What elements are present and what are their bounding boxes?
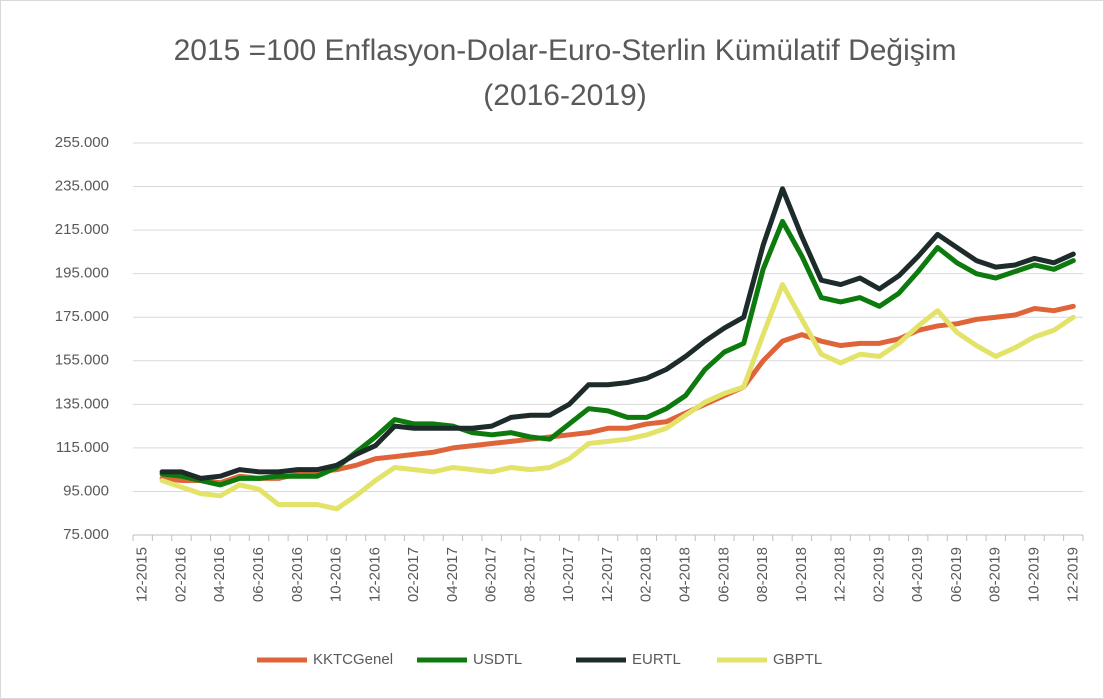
y-tick-label: 215.000: [55, 221, 109, 238]
legend-label: KKTCGenel: [313, 651, 393, 668]
y-tick-label: 195.000: [55, 265, 109, 282]
x-tick-label: 12-2017: [599, 547, 616, 602]
x-tick-label: 12-2019: [1064, 547, 1081, 602]
x-tick-label: 02-2019: [870, 547, 887, 602]
x-tick-label: 10-2018: [793, 547, 810, 602]
x-tick-label: 12-2015: [134, 547, 151, 602]
x-tick-label: 10-2017: [560, 547, 577, 602]
series-line: [159, 218, 1076, 488]
x-tick-label: 06-2018: [715, 547, 732, 602]
chart-title: 2015 =100 Enflasyon-Dolar-Euro-Sterlin K…: [173, 34, 957, 112]
x-tick-label: 04-2019: [909, 547, 926, 602]
x-tick-label: 10-2019: [1025, 547, 1042, 602]
y-tick-label: 115.000: [56, 439, 109, 456]
y-tick-label: 235.000: [55, 178, 109, 195]
series-line: [159, 186, 1076, 481]
y-tick-label: 95.000: [63, 482, 109, 499]
x-tick-label: 12-2016: [366, 547, 383, 602]
series-line: [159, 282, 1076, 512]
x-tick-label: 04-2017: [444, 547, 461, 602]
x-tick-label: 08-2018: [754, 547, 771, 602]
x-tick-label: 08-2016: [289, 547, 306, 602]
x-tick-label: 10-2016: [328, 547, 345, 602]
y-tick-label: 255.000: [55, 134, 109, 151]
x-tick-label: 02-2018: [638, 547, 655, 602]
x-tick-label: 08-2017: [521, 547, 538, 602]
y-tick-label: 75.000: [63, 526, 109, 543]
series-line: [159, 303, 1076, 486]
x-tick-label: 02-2017: [405, 547, 422, 602]
y-tick-label: 135.000: [55, 395, 109, 412]
legend-label: EURTL: [632, 651, 681, 668]
x-tick-label: 08-2019: [987, 547, 1004, 602]
y-tick-label: 155.000: [55, 352, 109, 369]
x-tick-label: 04-2018: [677, 547, 694, 602]
y-tick-label: 175.000: [55, 308, 109, 325]
x-tick-label: 02-2016: [172, 547, 189, 602]
x-tick-label: 12-2018: [832, 547, 849, 602]
legend-label: GBPTL: [773, 651, 822, 668]
x-tick-label: 06-2016: [250, 547, 267, 602]
x-tick-label: 06-2019: [948, 547, 965, 602]
x-tick-label: 06-2017: [483, 547, 500, 602]
legend-label: USDTL: [473, 651, 522, 668]
x-tick-label: 04-2016: [211, 547, 228, 602]
